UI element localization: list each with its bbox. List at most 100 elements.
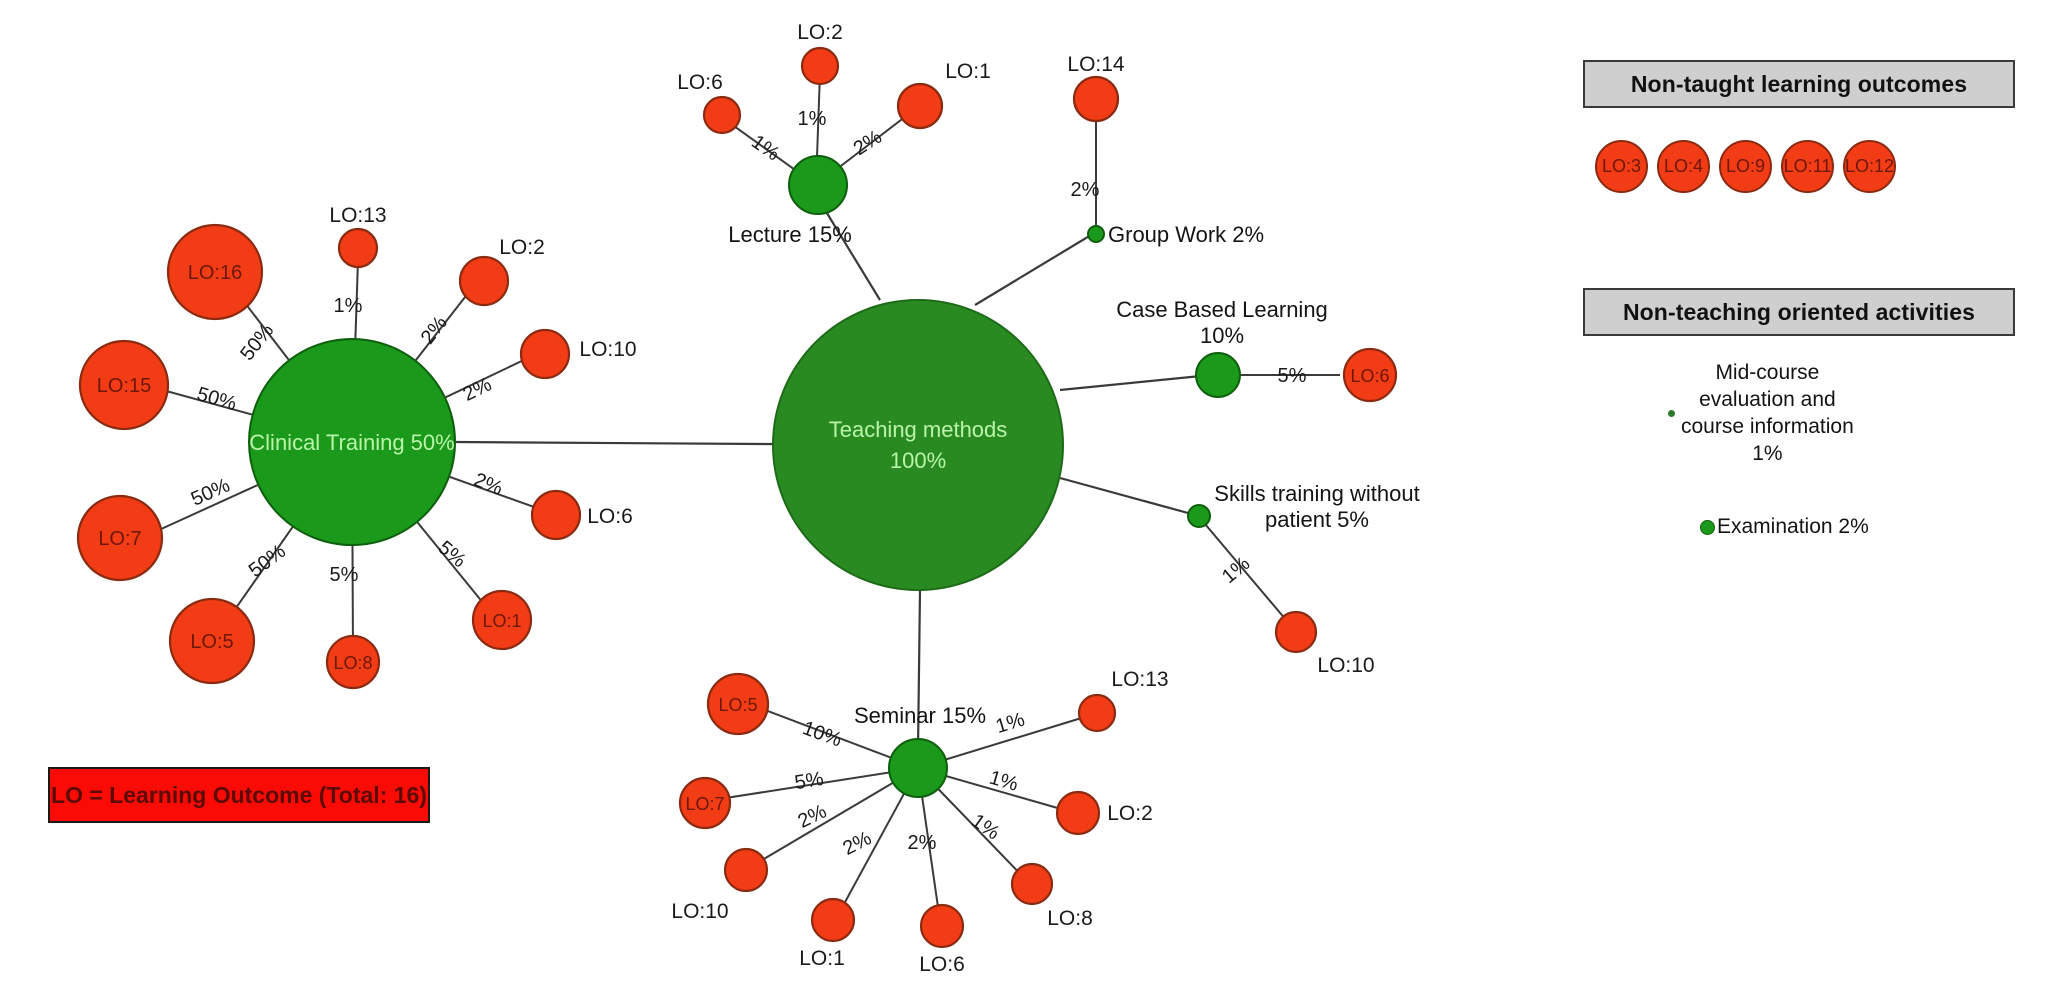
pct-clinical-lo13: 1% bbox=[334, 295, 363, 317]
node-clinical-training[interactable]: Clinical Training 50% bbox=[248, 338, 456, 546]
node-seminar-label: Seminar 15% bbox=[854, 703, 986, 728]
node-groupwork[interactable] bbox=[1087, 225, 1105, 243]
legend-lo-9-label: LO:9 bbox=[1725, 156, 1766, 176]
edge-root-lecture bbox=[821, 204, 881, 301]
groupwork-nodes: LO:14 Group Work 2% 2% bbox=[1067, 53, 1264, 247]
node-lo7-seminar[interactable]: LO:7 bbox=[678, 776, 732, 830]
seminar-nodes: Seminar 15% LO:5 LO:13 LO:7 LO:2 LO:10 bbox=[671, 668, 1168, 976]
legend-lo-12[interactable]: LO:12 bbox=[1843, 140, 1896, 193]
legend-item-midcourse[interactable]: Mid-course evaluation and course informa… bbox=[1668, 360, 1968, 468]
node-lo5-seminar[interactable]: LO:5 bbox=[706, 672, 770, 736]
green-dot-icon bbox=[1668, 410, 1675, 418]
node-lo6-casebased[interactable]: LO:6 bbox=[1342, 347, 1398, 403]
pct-clinical-lo5: 50% bbox=[245, 540, 290, 582]
node-lecture[interactable] bbox=[788, 155, 848, 215]
legend-lo-3[interactable]: LO:3 bbox=[1595, 140, 1648, 193]
legend-lo-11-label: LO:11 bbox=[1783, 156, 1832, 176]
node-lo13-label: LO:13 bbox=[329, 204, 386, 227]
pct-clinical-lo15: 50% bbox=[194, 383, 239, 415]
edge-root-skills bbox=[1059, 476, 1200, 518]
node-lo10-skills[interactable]: LO:10 bbox=[1274, 610, 1375, 677]
edge-seminar-lo7 bbox=[712, 767, 919, 801]
node-lo6-seminar[interactable]: LO:6 bbox=[919, 903, 965, 976]
pct-clinical-lo1: 5% bbox=[434, 537, 470, 573]
node-lo2-lecture[interactable]: LO:2 bbox=[797, 21, 843, 86]
legend-non-taught-title: Non-taught learning outcomes bbox=[1630, 70, 1968, 97]
legend-midcourse-line4: 1% bbox=[1752, 441, 1783, 465]
node-lo14-label: LO:14 bbox=[1067, 53, 1125, 76]
node-groupwork-label: Group Work 2% bbox=[1108, 222, 1264, 247]
pct-groupwork-lo14: 2% bbox=[1071, 179, 1100, 201]
node-lo6-lecture[interactable]: LO:6 bbox=[677, 71, 742, 135]
node-skills-label-line2: patient 5% bbox=[1265, 507, 1369, 532]
legend-lo-9[interactable]: LO:9 bbox=[1719, 140, 1772, 193]
pct-seminar-lo10: 2% bbox=[795, 800, 831, 833]
node-lo7-clinical[interactable]: LO:7 bbox=[76, 494, 164, 582]
legend-non-taught-items: LO:3 LO:4 LO:9 LO:11 LO:12 bbox=[1595, 140, 1896, 193]
edge-skills-lo10 bbox=[1204, 523, 1293, 628]
edge-seminar-lo10 bbox=[751, 767, 919, 867]
node-lo2-seminar[interactable]: LO:2 bbox=[1055, 790, 1153, 836]
node-lo8-seminar[interactable]: LO:8 bbox=[1010, 862, 1093, 930]
node-lo6-seminar-label: LO:6 bbox=[919, 953, 965, 976]
pct-casebased-lo6: 5% bbox=[1278, 365, 1307, 387]
pct-seminar-lo8: 1% bbox=[967, 810, 1003, 845]
legend-non-teaching-title: Non-teaching oriented activities bbox=[1622, 298, 1976, 325]
node-lo13-seminar-label: LO:13 bbox=[1111, 668, 1168, 691]
node-lo5-clinical-label: LO:5 bbox=[190, 631, 233, 653]
node-teaching-methods[interactable]: Teaching methods 100% bbox=[772, 299, 1064, 591]
node-lo1-lecture[interactable]: LO:1 bbox=[896, 60, 991, 130]
legend-item-examination-text: Examination 2% bbox=[1717, 515, 1869, 538]
pct-seminar-lo7: 5% bbox=[793, 768, 825, 794]
legend-non-taught-header: Non-taught learning outcomes bbox=[1583, 60, 2015, 108]
node-lo16[interactable]: LO:16 bbox=[166, 223, 264, 321]
pct-seminar-lo6: 2% bbox=[908, 832, 937, 854]
node-lo1-lecture-label: LO:1 bbox=[945, 60, 991, 83]
legend-banner-text: LO = Learning Outcome (Total: 16) bbox=[51, 781, 427, 808]
node-lo6-clinical[interactable]: LO:6 bbox=[530, 489, 633, 541]
legend-lo-11[interactable]: LO:11 bbox=[1781, 140, 1834, 193]
legend-midcourse-line2: evaluation and bbox=[1699, 387, 1836, 411]
node-lo2-clinical[interactable]: LO:2 bbox=[458, 236, 545, 307]
legend-lo-4-label: LO:4 bbox=[1663, 156, 1704, 176]
clinical-nodes: LO:16 LO:13 LO:2 LO:15 LO:10 LO:6 bbox=[76, 204, 637, 690]
node-lo2-seminar-label: LO:2 bbox=[1107, 802, 1153, 825]
node-lo10-seminar[interactable]: LO:10 bbox=[671, 847, 769, 923]
legend-banner-lo: LO = Learning Outcome (Total: 16) bbox=[48, 767, 430, 823]
skills-nodes: Skills training without patient 5% LO:10… bbox=[1187, 481, 1420, 677]
node-lo5-seminar-label: LO:5 bbox=[718, 695, 757, 715]
node-lo8-clinical[interactable]: LO:8 bbox=[325, 634, 381, 690]
node-seminar[interactable] bbox=[888, 738, 948, 798]
node-lo10-clinical-label: LO:10 bbox=[579, 338, 636, 361]
skills-edges bbox=[1204, 523, 1293, 628]
root-edges bbox=[454, 204, 1212, 751]
node-lo5-clinical[interactable]: LO:5 bbox=[168, 597, 256, 685]
legend-midcourse-line1: Mid-course bbox=[1715, 361, 1820, 384]
node-lo1-clinical[interactable]: LO:1 bbox=[471, 589, 533, 651]
legend-lo-3-label: LO:3 bbox=[1601, 156, 1642, 176]
edge-root-casebased bbox=[1059, 373, 1212, 392]
edge-root-seminar bbox=[916, 589, 922, 751]
pct-seminar-lo13: 1% bbox=[993, 708, 1027, 738]
node-lo1-seminar[interactable]: LO:1 bbox=[799, 897, 856, 970]
node-lo15[interactable]: LO:15 bbox=[78, 339, 170, 431]
node-lo14[interactable]: LO:14 bbox=[1067, 53, 1125, 123]
node-lo13-seminar[interactable]: LO:13 bbox=[1077, 668, 1169, 733]
legend-lo-4[interactable]: LO:4 bbox=[1657, 140, 1710, 193]
node-casebased[interactable] bbox=[1195, 352, 1241, 398]
node-clinical-training-label: Clinical Training 50% bbox=[249, 430, 454, 455]
legend-item-examination[interactable]: Examination 2% bbox=[1700, 515, 1869, 539]
node-lo6-lecture-label: LO:6 bbox=[677, 71, 723, 94]
node-lo13[interactable]: LO:13 bbox=[329, 204, 387, 269]
node-lo10-skills-label: LO:10 bbox=[1317, 654, 1374, 677]
pct-clinical-lo10: 2% bbox=[460, 373, 496, 406]
legend-non-teaching-header: Non-teaching oriented activities bbox=[1583, 288, 2015, 336]
pct-skills-lo10: 1% bbox=[1218, 553, 1254, 589]
node-skills[interactable] bbox=[1187, 504, 1211, 528]
node-teaching-methods-line2: 100% bbox=[890, 448, 946, 473]
node-casebased-label-line1: Case Based Learning bbox=[1116, 297, 1328, 322]
pct-clinical-lo8: 5% bbox=[330, 564, 359, 586]
legend-lo-12-label: LO:12 bbox=[1844, 156, 1895, 176]
node-lo10-clinical[interactable]: LO:10 bbox=[519, 328, 637, 380]
